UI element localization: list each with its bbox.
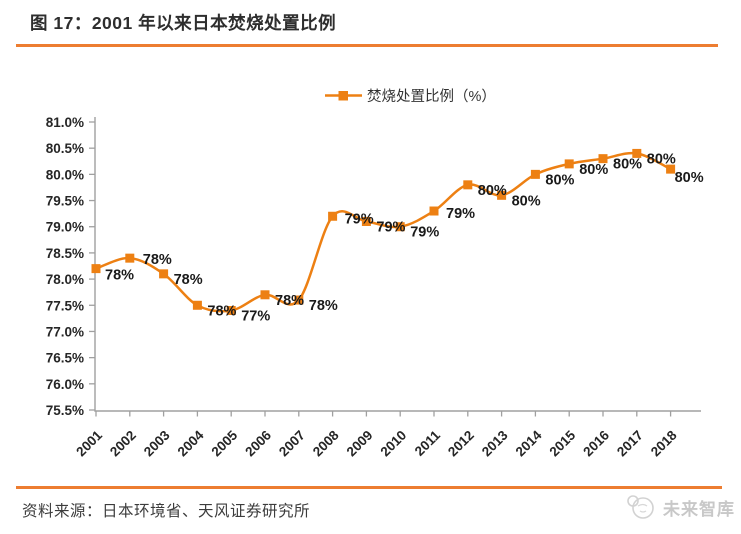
x-tick-label: 2004 [175, 427, 207, 459]
data-point-marker [159, 269, 169, 279]
x-tick-label: 2012 [445, 428, 477, 460]
x-tick-label: 2002 [107, 428, 139, 460]
x-tick-label: 2013 [479, 427, 511, 459]
x-tick-label: 2006 [242, 427, 274, 459]
legend-marker-icon [338, 91, 348, 101]
x-tick-label: 2005 [208, 427, 240, 459]
x-tick-label: 2010 [377, 428, 409, 460]
data-point-label: 78% [309, 298, 338, 314]
y-tick-label: 80.5% [46, 141, 84, 156]
data-point-label: 78% [105, 268, 134, 284]
brand-logo-icon [627, 495, 654, 519]
data-point-label: 80% [579, 162, 608, 178]
y-tick-label: 77.0% [46, 324, 84, 339]
data-point-marker [125, 253, 135, 263]
x-tick-label: 2001 [73, 427, 105, 459]
x-tick-label: 2007 [276, 428, 308, 460]
y-tick-label: 76.0% [46, 377, 84, 392]
x-tick-label: 2003 [141, 427, 173, 459]
data-point-marker [530, 169, 540, 179]
data-point-label: 80% [675, 170, 704, 186]
data-point-label: 80% [512, 193, 541, 209]
title-underline-rule [16, 44, 718, 47]
y-tick-label: 81.0% [46, 115, 84, 130]
data-point-marker [294, 295, 304, 305]
x-axis: 2001 2002 2003 2004 2005 2006 2007 2008 2009 2010… [73, 411, 680, 459]
data-point-label: 78% [174, 272, 203, 288]
series-markers [91, 148, 676, 316]
footer-rule [16, 486, 722, 489]
y-tick-label: 78.0% [46, 272, 84, 287]
data-source-note: 资料来源：日本环境省、天风证券研究所 [22, 503, 311, 520]
y-tick-label: 79.0% [46, 220, 84, 235]
data-point-marker [226, 306, 236, 316]
chart-legend: 焚烧处置比例（%） [325, 88, 496, 105]
data-point-label: 80% [613, 157, 642, 173]
data-point-label: 79% [376, 219, 405, 235]
data-point-label: 80% [647, 151, 676, 167]
data-point-marker [666, 164, 676, 174]
x-tick-label: 2016 [580, 427, 612, 459]
data-point-marker [497, 190, 507, 200]
x-tick-label: 2009 [344, 428, 376, 460]
data-point-marker [260, 290, 270, 300]
y-tick-label: 77.5% [46, 298, 84, 313]
x-tick-label: 2014 [513, 427, 545, 459]
data-point-marker [463, 180, 473, 190]
line-chart-canvas: 焚烧处置比例（%）75.5%76.0%76.5%77.0%77.5%78.0%7… [46, 88, 704, 459]
data-point-marker [564, 159, 574, 169]
series-data-labels: 78%78%78%78% 77%78% 78%79%79% 79%79%80%80%8… [105, 151, 704, 324]
data-point-label: 77% [241, 309, 270, 325]
y-tick-label: 75.5% [46, 403, 84, 418]
brand-logo-text: 未来智库 [663, 499, 735, 519]
x-tick-label: 2008 [310, 427, 342, 459]
x-tick-label: 2018 [648, 427, 680, 459]
x-tick-label: 2011 [412, 427, 444, 459]
data-point-marker [395, 222, 405, 232]
y-tick-label: 78.5% [46, 246, 84, 261]
x-tick-label: 2017 [614, 428, 646, 460]
legend-series-label: 焚烧处置比例（%） [367, 88, 496, 105]
data-point-marker [632, 148, 642, 158]
y-axis: 75.5% 76.0% 76.5% 77.0% 77.5% 78.0% 78.5% 79.0%… [46, 115, 95, 418]
data-point-label: 78% [143, 252, 172, 268]
data-point-marker [328, 211, 338, 221]
y-tick-label: 80.0% [46, 167, 84, 182]
axis-lines [94, 117, 701, 412]
y-tick-label: 79.5% [46, 194, 84, 209]
y-tick-label: 76.5% [46, 351, 84, 366]
data-point-label: 80% [545, 172, 574, 188]
data-point-label: 79% [410, 225, 439, 241]
data-point-label: 80% [478, 183, 507, 199]
x-tick-label: 2015 [546, 427, 578, 459]
data-point-label: 79% [446, 206, 475, 222]
data-point-label: 79% [345, 211, 374, 227]
data-point-marker [598, 154, 608, 164]
data-point-marker [91, 264, 101, 274]
data-point-marker [429, 206, 439, 216]
data-point-label: 78% [275, 293, 304, 309]
data-point-marker [192, 300, 202, 310]
data-point-label: 78% [207, 303, 236, 319]
brand-logo: 未来智库 [625, 492, 735, 522]
figure-title: 图 17：2001 年以来日本焚烧处置比例 [30, 13, 337, 33]
data-point-marker [361, 216, 371, 226]
